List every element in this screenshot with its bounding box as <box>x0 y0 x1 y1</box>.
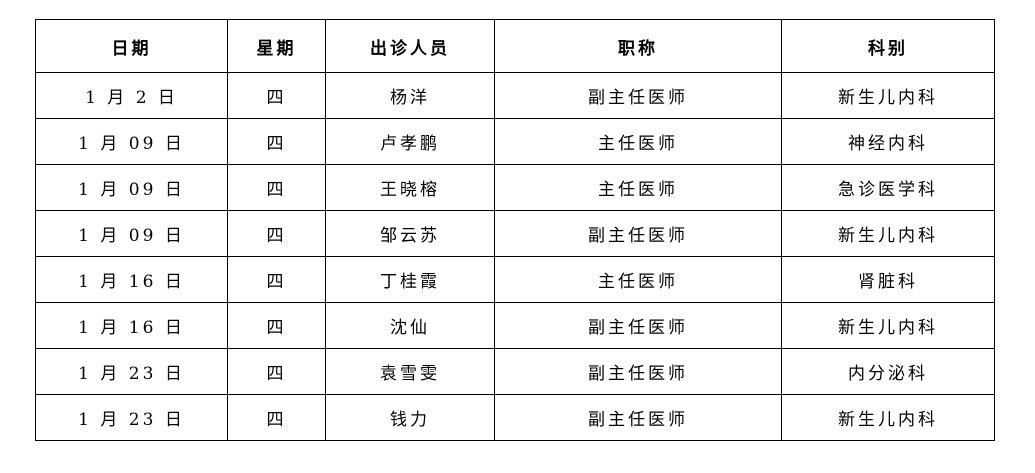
cell-title: 主任医师 <box>494 118 782 165</box>
cell-weekday: 四 <box>227 118 326 165</box>
cell-doctor: 邹云苏 <box>325 210 495 257</box>
cell-title: 副主任医师 <box>494 210 782 257</box>
cell-department: 肾脏科 <box>781 256 995 303</box>
cell-department: 内分泌科 <box>781 348 995 395</box>
cell-department: 新生儿内科 <box>781 302 995 349</box>
header-doctor: 出诊人员 <box>325 19 495 73</box>
cell-doctor: 卢孝鹏 <box>325 118 495 165</box>
cell-doctor: 杨洋 <box>325 72 495 119</box>
table-row: 1 月 09 日四卢孝鹏 主任医师 神经内科 <box>35 118 995 165</box>
cell-date: 1 月 2 日 <box>35 72 228 119</box>
schedule-table: 日期 星期 出诊人员 职称 科别 1 月 2 日四杨洋 副主任医师 新生儿内科 1 月 09 … <box>35 19 995 441</box>
cell-weekday: 四 <box>227 302 326 349</box>
cell-title: 主任医师 <box>494 164 782 211</box>
cell-department: 急诊医学科 <box>781 164 995 211</box>
cell-doctor: 袁雪雯 <box>325 348 495 395</box>
table-row: 1 月 09 日四邹云苏 副主任医师 新生儿内科 <box>35 210 995 257</box>
cell-date: 1 月 16 日 <box>35 302 228 349</box>
cell-weekday: 四 <box>227 348 326 395</box>
cell-title: 副主任医师 <box>494 348 782 395</box>
table-row: 1 月 16 日四沈仙 副主任医师 新生儿内科 <box>35 302 995 349</box>
cell-date: 1 月 09 日 <box>35 210 228 257</box>
cell-title: 副主任医师 <box>494 72 782 119</box>
cell-date: 1 月 09 日 <box>35 164 228 211</box>
cell-doctor: 钱力 <box>325 394 495 441</box>
cell-date: 1 月 16 日 <box>35 256 228 303</box>
cell-department: 新生儿内科 <box>781 210 995 257</box>
table-row: 1 月 09 日四王晓榕 主任医师 急诊医学科 <box>35 164 995 211</box>
cell-title: 主任医师 <box>494 256 782 303</box>
cell-date: 1 月 23 日 <box>35 394 228 441</box>
cell-doctor: 王晓榕 <box>325 164 495 211</box>
cell-department: 新生儿内科 <box>781 72 995 119</box>
cell-department: 新生儿内科 <box>781 394 995 441</box>
table-row: 1 月 16 日四丁桂霞 主任医师 肾脏科 <box>35 256 995 303</box>
cell-doctor: 沈仙 <box>325 302 495 349</box>
cell-title: 副主任医师 <box>494 302 782 349</box>
header-date: 日期 <box>35 19 228 73</box>
cell-weekday: 四 <box>227 164 326 211</box>
header-department: 科别 <box>781 19 995 73</box>
header-row: 日期 星期 出诊人员 职称 科别 <box>35 19 995 73</box>
cell-doctor: 丁桂霞 <box>325 256 495 303</box>
cell-weekday: 四 <box>227 394 326 441</box>
header-weekday: 星期 <box>227 19 326 73</box>
header-title: 职称 <box>494 19 782 73</box>
table-row: 1 月 2 日四杨洋 副主任医师 新生儿内科 <box>35 72 995 119</box>
table-row: 1 月 23 日四钱力 副主任医师 新生儿内科 <box>35 394 995 441</box>
cell-title: 副主任医师 <box>494 394 782 441</box>
cell-department: 神经内科 <box>781 118 995 165</box>
cell-weekday: 四 <box>227 210 326 257</box>
table-row: 1 月 23 日四袁雪雯 副主任医师 内分泌科 <box>35 348 995 395</box>
cell-date: 1 月 09 日 <box>35 118 228 165</box>
cell-weekday: 四 <box>227 72 326 119</box>
cell-date: 1 月 23 日 <box>35 348 228 395</box>
cell-weekday: 四 <box>227 256 326 303</box>
